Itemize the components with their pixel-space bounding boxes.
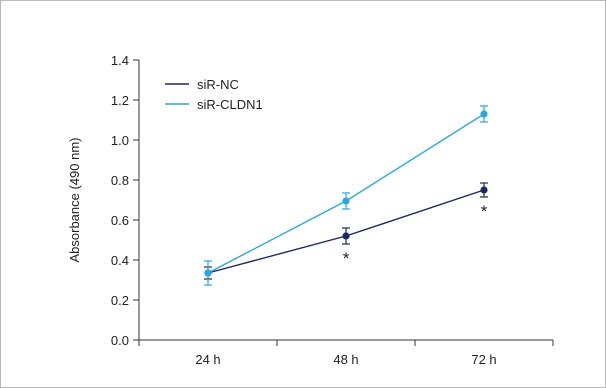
series-layer bbox=[204, 105, 488, 286]
x-tick-label: 72 h bbox=[471, 352, 496, 367]
y-axis-ticks: 0.0 0.2 0.4 0.6 0.8 1.0 1.2 1.4 bbox=[111, 53, 139, 348]
y-tick-label: 0.8 bbox=[111, 173, 129, 188]
legend: siR-NC siR-CLDN1 bbox=[165, 77, 263, 112]
y-tick-label: 0.0 bbox=[111, 333, 129, 348]
data-point bbox=[480, 110, 488, 118]
data-point bbox=[342, 232, 350, 240]
y-tick-label: 0.4 bbox=[111, 253, 129, 268]
data-point bbox=[342, 197, 350, 205]
y-tick-label: 1.0 bbox=[111, 133, 129, 148]
series-sir-cldn1 bbox=[204, 105, 488, 286]
data-point bbox=[480, 186, 488, 194]
y-axis-label: Absorbance (490 nm) bbox=[67, 137, 82, 262]
y-tick-label: 0.6 bbox=[111, 213, 129, 228]
y-tick-label: 0.2 bbox=[111, 293, 129, 308]
significance-marker: * bbox=[481, 202, 488, 221]
y-tick-label: 1.4 bbox=[111, 53, 129, 68]
legend-label: siR-CLDN1 bbox=[197, 97, 263, 112]
significance-marker: * bbox=[343, 249, 350, 268]
axes bbox=[138, 60, 553, 341]
annotation-layer: ** bbox=[343, 202, 488, 268]
y-tick-label: 1.2 bbox=[111, 93, 129, 108]
x-tick-label: 48 h bbox=[333, 352, 358, 367]
legend-label: siR-NC bbox=[197, 77, 239, 92]
x-tick-label: 24 h bbox=[195, 352, 220, 367]
x-axis-ticks: 24 h 48 h 72 h bbox=[138, 340, 554, 367]
data-point bbox=[204, 269, 212, 277]
